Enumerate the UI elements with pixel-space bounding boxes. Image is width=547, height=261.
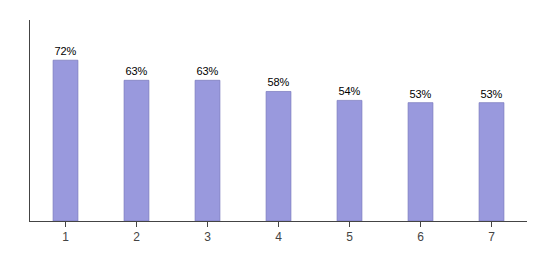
svg-text:58%: 58%: [267, 76, 289, 88]
svg-text:5: 5: [346, 230, 353, 244]
svg-text:1: 1: [62, 230, 69, 244]
svg-text:4: 4: [275, 230, 282, 244]
svg-text:2: 2: [133, 230, 140, 244]
svg-text:63%: 63%: [196, 65, 218, 77]
svg-text:54%: 54%: [338, 85, 360, 97]
svg-text:7: 7: [488, 230, 495, 244]
svg-text:6: 6: [417, 230, 424, 244]
svg-text:63%: 63%: [125, 65, 147, 77]
svg-text:72%: 72%: [54, 45, 76, 57]
svg-text:53%: 53%: [480, 88, 502, 100]
svg-text:3: 3: [204, 230, 211, 244]
svg-text:53%: 53%: [409, 88, 431, 100]
